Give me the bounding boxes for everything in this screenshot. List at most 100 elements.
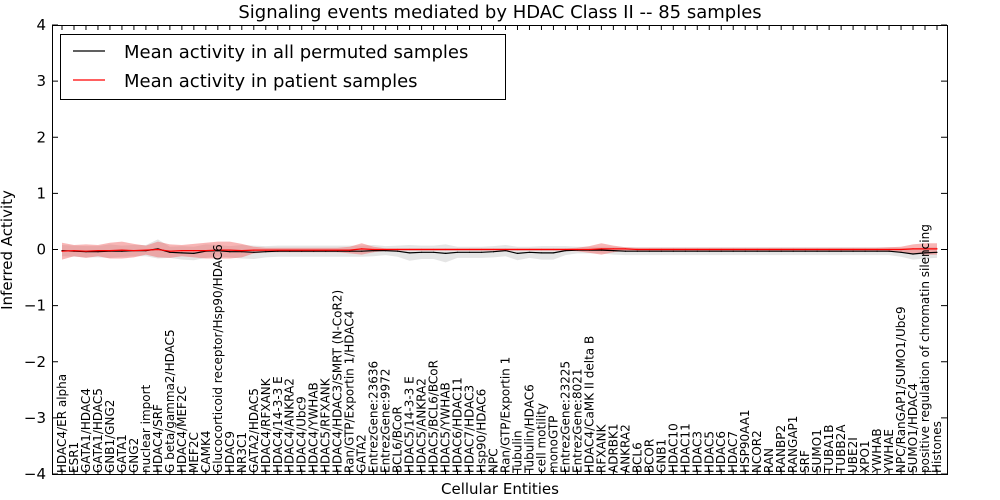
patient-point-3 — [97, 250, 99, 252]
x-tick-label: CAMK4 — [199, 431, 213, 473]
patient-point-41 — [552, 248, 555, 251]
patient-point-35 — [480, 248, 483, 251]
patient-point-15 — [241, 250, 243, 252]
x-tick-label: RANGAP1 — [786, 416, 800, 473]
permuted-point-60 — [780, 250, 782, 252]
x-tick-label: Tubulin/HDAC6 — [523, 384, 537, 474]
permuted-point-17 — [265, 251, 267, 253]
permuted-point-24 — [349, 250, 351, 252]
permuted-point-42 — [564, 250, 567, 252]
permuted-point-62 — [804, 250, 806, 252]
patient-point-17 — [265, 249, 267, 251]
patient-point-39 — [528, 248, 531, 251]
y-tick-label: 1 — [36, 184, 46, 202]
permuted-point-20 — [301, 250, 303, 252]
patient-point-27 — [385, 248, 387, 251]
patient-point-2 — [85, 250, 87, 252]
x-tick-label: Hsp90/HDAC6 — [475, 389, 489, 473]
permuted-point-45 — [600, 249, 603, 251]
permuted-point-5 — [121, 250, 123, 252]
y-tick-label: 2 — [36, 128, 46, 146]
x-tick-label: EntrezGene:8021 — [570, 369, 584, 474]
permuted-point-55 — [720, 250, 722, 252]
patient-point-65 — [840, 248, 842, 251]
patient-point-33 — [456, 248, 459, 251]
x-tick-label: RFXANK — [594, 423, 608, 473]
x-tick-label: GNG2 — [127, 438, 141, 473]
patient-point-71 — [912, 248, 914, 250]
permuted-point-34 — [468, 251, 471, 253]
x-tick-label: HDAC5/BCL6/BCoR — [427, 360, 441, 473]
patient-point-68 — [876, 248, 878, 251]
legend-label-patient: Mean activity in patient samples — [124, 71, 418, 92]
patient-point-66 — [852, 248, 854, 251]
permuted-point-50 — [660, 250, 662, 252]
patient-point-9 — [169, 250, 171, 252]
permuted-point-14 — [229, 251, 231, 253]
y-tick-label: 3 — [36, 72, 46, 90]
x-tick-label: Tubulin — [511, 430, 525, 474]
patient-point-72 — [924, 248, 926, 250]
x-tick-label: TUBB2A — [834, 424, 848, 474]
x-tick-label: GATA2/HDAC5 — [247, 388, 261, 473]
patient-point-30 — [421, 248, 423, 251]
permuted-point-25 — [361, 250, 363, 252]
permuted-point-11 — [193, 252, 195, 254]
patient-point-0 — [61, 250, 63, 252]
x-tick-label: HSP90AA1 — [738, 409, 752, 473]
x-tick-label: MEF2C — [187, 432, 201, 473]
patient-point-25 — [361, 248, 363, 250]
permuted-point-64 — [828, 250, 830, 252]
permuted-point-51 — [672, 250, 674, 252]
x-tick-label: HDAC9 — [223, 431, 237, 473]
permuted-point-10 — [181, 252, 183, 254]
permuted-point-59 — [768, 250, 770, 252]
x-tick-label: EntrezGene:23636 — [367, 361, 381, 473]
patient-point-47 — [624, 248, 627, 250]
x-tick-label: BCL6/BCoR — [391, 406, 405, 473]
x-tick-label: Histones — [930, 421, 944, 473]
x-tick-label: HDAC4/14-3-3 E — [271, 376, 285, 473]
x-tick-label: XPO1 — [858, 440, 872, 473]
permuted-point-3 — [97, 251, 99, 253]
x-tick-label: RANBP2 — [774, 425, 788, 473]
permuted-point-9 — [169, 251, 171, 253]
x-tick-label: GATA2 — [355, 434, 369, 473]
patient-point-48 — [636, 248, 638, 251]
patient-point-40 — [540, 248, 543, 251]
x-tick-label: SRF — [798, 450, 812, 473]
x-tick-label: HDAC5/RFXANK — [319, 377, 333, 473]
patient-point-19 — [289, 249, 291, 251]
permuted-point-27 — [385, 250, 387, 252]
patient-point-12 — [205, 250, 207, 252]
x-tick-label: HDAC5/ANKRA2 — [415, 378, 429, 473]
x-tick-label: HDAC3 — [690, 431, 704, 473]
x-tick-label: HDAC4/SRF — [151, 404, 165, 473]
x-tick-label: NPC — [487, 448, 501, 473]
x-tick-label: SUMO1 — [810, 429, 824, 473]
x-tick-label: EntrezGene:23225 — [558, 361, 572, 473]
patient-point-31 — [433, 248, 435, 251]
x-tick-label: EntrezGene:9972 — [379, 369, 393, 474]
lines-layer — [61, 248, 938, 255]
chart-title: Signaling events mediated by HDAC Class … — [238, 2, 761, 23]
permuted-point-61 — [792, 250, 794, 252]
permuted-point-68 — [876, 250, 878, 252]
x-axis: HDAC4/ER alphaESR1GATA1/HDAC4GATA1/HDAC5… — [55, 25, 944, 474]
patient-point-18 — [277, 249, 279, 251]
patient-point-11 — [193, 250, 195, 252]
permuted-point-56 — [732, 250, 734, 252]
x-tick-label: GATA1/HDAC5 — [91, 388, 105, 473]
legend-box — [60, 34, 506, 100]
legend-label-permuted: Mean activity in all permuted samples — [124, 42, 468, 63]
y-tick-label: −3 — [24, 409, 46, 427]
permuted-point-19 — [289, 250, 291, 252]
patient-point-16 — [253, 249, 255, 251]
permuted-point-39 — [528, 251, 531, 253]
patient-point-10 — [181, 250, 183, 252]
patient-point-49 — [648, 248, 650, 251]
permuted-point-47 — [624, 250, 627, 252]
patient-point-1 — [73, 250, 75, 252]
patient-point-29 — [409, 248, 411, 251]
y-tick-label: −1 — [24, 297, 46, 315]
